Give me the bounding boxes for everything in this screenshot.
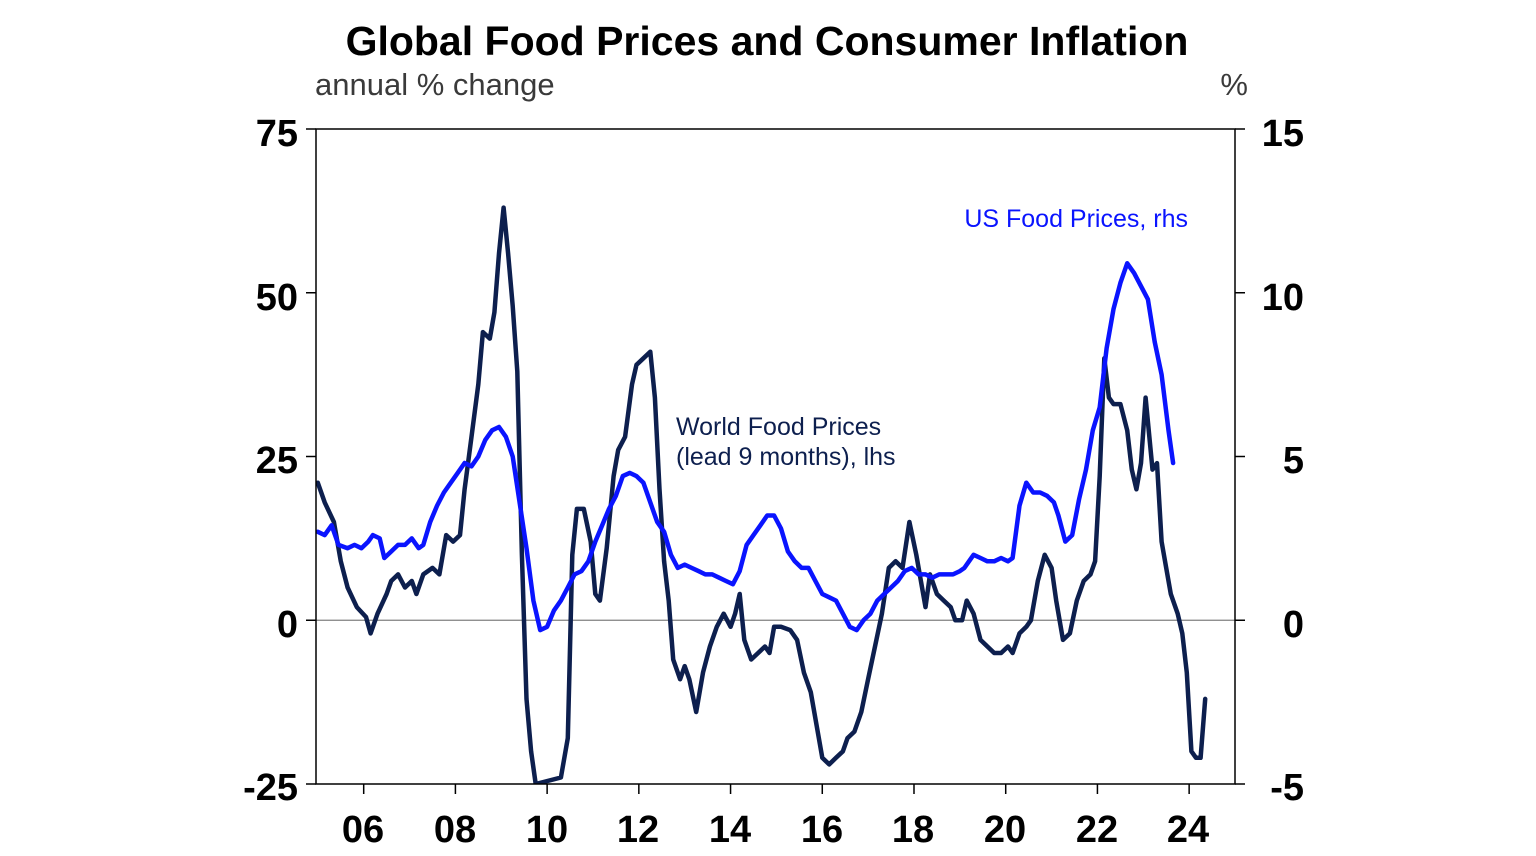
- left-tick-label: -25: [243, 767, 298, 809]
- x-tick-label: 24: [1167, 809, 1209, 851]
- chart-subtitle: annual % change: [315, 67, 555, 102]
- right-tick-label: 0: [1283, 604, 1304, 646]
- right-tick-label: 10: [1262, 277, 1304, 319]
- world-food-prices-label: World Food Prices: [676, 413, 881, 441]
- right-tick-label: -5: [1270, 767, 1304, 809]
- x-tick-label: 16: [801, 809, 843, 851]
- x-tick-label: 14: [709, 809, 751, 851]
- left-tick-label: 75: [256, 113, 298, 155]
- left-tick-label: 50: [256, 277, 298, 319]
- us-food-prices-label: US Food Prices, rhs: [964, 205, 1188, 233]
- x-tick-label: 22: [1076, 809, 1118, 851]
- left-tick-label: 25: [256, 440, 298, 482]
- x-tick-label: 18: [892, 809, 934, 851]
- right-tick-label: 5: [1283, 440, 1304, 482]
- x-tick-label: 06: [342, 809, 384, 851]
- x-tick-label: 08: [434, 809, 476, 851]
- left-tick-label: 0: [277, 604, 298, 646]
- x-tick-label: 20: [984, 809, 1026, 851]
- us-food-prices-line: [316, 261, 1176, 633]
- world-food-prices-label-line2: (lead 9 months), lhs: [676, 443, 896, 471]
- right-tick-label: 15: [1262, 113, 1304, 155]
- right-axis-unit: %: [1220, 67, 1248, 102]
- world-food-prices-line: [316, 205, 1208, 784]
- x-tick-label: 10: [526, 809, 568, 851]
- chart-title: Global Food Prices and Consumer Inflatio…: [346, 18, 1189, 64]
- x-tick-label: 12: [617, 809, 659, 851]
